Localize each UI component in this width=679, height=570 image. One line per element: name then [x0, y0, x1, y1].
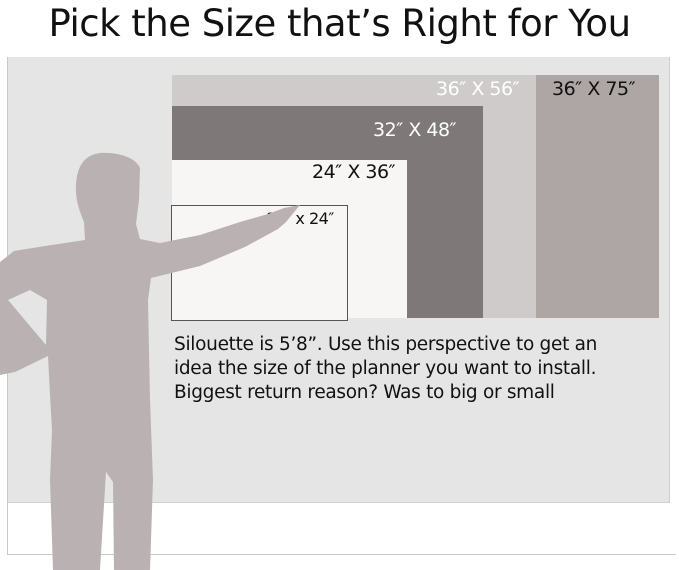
size-label-36x56: 36″ X 56″: [436, 78, 520, 100]
description-line-2: idea the size of the planner you want to…: [174, 358, 597, 379]
description-line-3: Biggest return reason? Was to big or sma…: [174, 382, 555, 403]
description-text: Silouette is 5’8”. Use this perspective …: [174, 333, 597, 405]
size-label-36x75: 36″ X 75″: [552, 78, 636, 100]
description-line-1: Silouette is 5’8”. Use this perspective …: [174, 334, 598, 355]
page-title: Pick the Size that’s Right for You: [48, 2, 631, 45]
silhouette-shape: [0, 152, 300, 570]
size-label-32x48: 32″ X 48″: [373, 119, 457, 141]
size-label-24x36: 24″ X 36″: [312, 161, 396, 183]
size-36x75-panel: [536, 75, 659, 318]
